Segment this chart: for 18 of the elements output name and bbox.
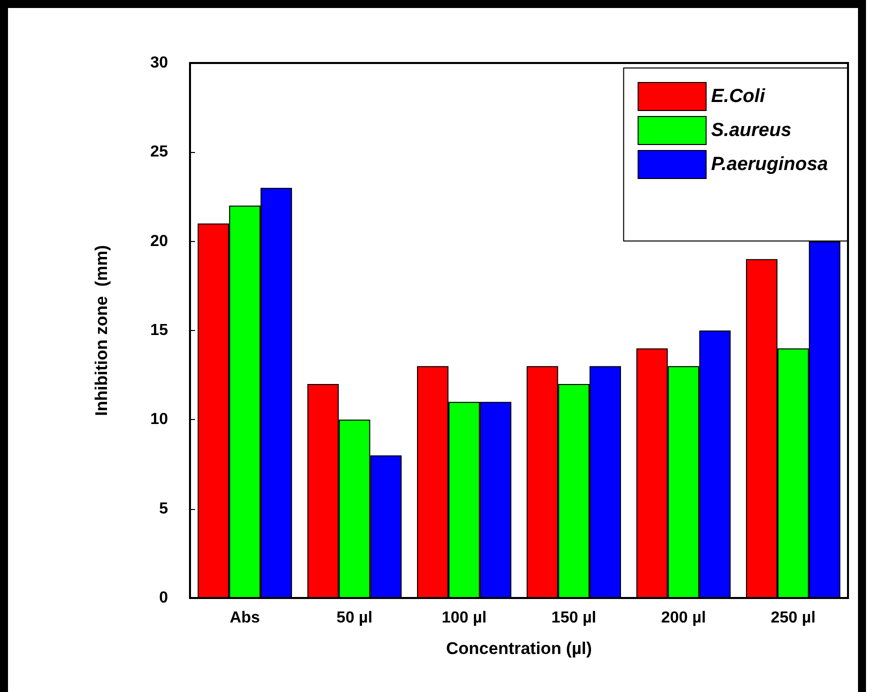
legend-label: S.aureus — [711, 120, 792, 141]
x-tick-label: 200 µl — [661, 610, 706, 626]
legend-label: E.Coli — [711, 86, 766, 107]
y-tick-label: 30 — [150, 54, 168, 72]
y-tick-label: 20 — [150, 232, 168, 250]
x-tick-label: 50 µl — [336, 610, 372, 626]
x-tick-label: 100 µl — [442, 610, 487, 626]
y-axis-title: Inhibition zone (mm) — [92, 245, 111, 416]
y-tick-label: 10 — [150, 411, 168, 428]
x-tick-label: 250 µl — [770, 610, 816, 626]
x-axis-title: Concentration (µl) — [446, 639, 592, 658]
y-tick-label: 25 — [150, 144, 168, 161]
y-tick-label: 15 — [150, 322, 168, 339]
y-tick-label: 5 — [159, 500, 168, 518]
y-tick-label: 0 — [159, 590, 168, 606]
x-tick-label: Abs — [230, 610, 260, 626]
legend-label: P.aeruginosa — [711, 154, 828, 175]
x-tick-label: 150 µl — [551, 610, 596, 626]
